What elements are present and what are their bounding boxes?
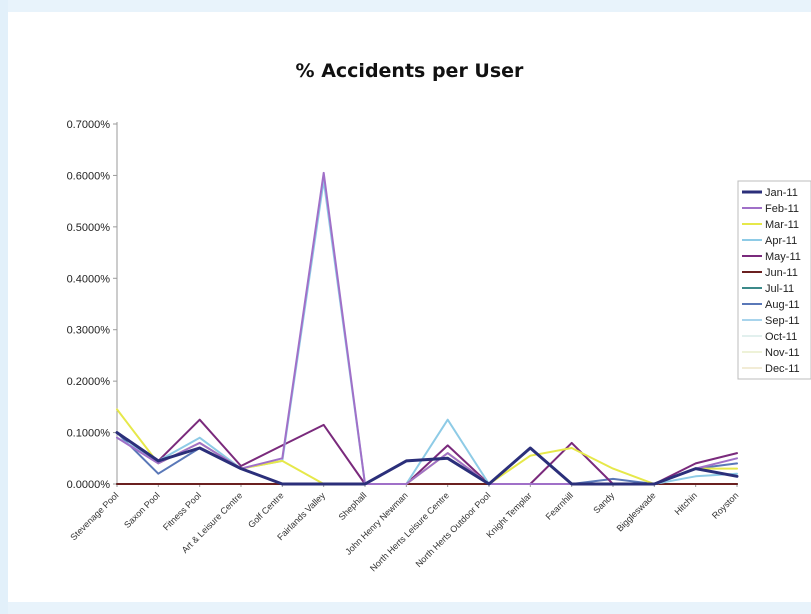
data-point (529, 447, 532, 449)
x-tick-label: Sandy (591, 490, 616, 515)
x-tick-label: Royston (710, 490, 740, 520)
data-point (694, 467, 697, 470)
data-point (281, 460, 284, 462)
data-point (322, 424, 325, 426)
data-point (570, 483, 573, 485)
y-tick-label: 0.4000% (67, 273, 111, 285)
x-tick-label: North Herts Leisure Centre (368, 490, 451, 573)
data-point (198, 447, 201, 449)
x-tick-label: North Herts Outdoor Pool (414, 490, 493, 569)
data-point (198, 442, 201, 444)
legend-label: Nov-11 (765, 347, 800, 359)
y-tick-label: 0.6000% (67, 170, 111, 182)
x-tick-label: Fitness Pool (161, 490, 203, 532)
data-point (198, 483, 201, 485)
x-tick-label: Fearnhill (544, 490, 575, 521)
x-tick-label: Hitchin (673, 490, 700, 517)
x-tick-label: Stevenage Pool (68, 490, 120, 542)
data-point (281, 457, 284, 460)
series-line-feb-11 (116, 171, 738, 485)
data-point (157, 462, 160, 465)
data-point (446, 418, 449, 421)
data-point (570, 447, 573, 449)
legend-label: Aug-11 (765, 299, 800, 311)
series-line-apr-11 (116, 179, 738, 485)
data-point (446, 457, 449, 460)
y-tick-label: 0.7000% (67, 119, 111, 131)
data-point (694, 475, 697, 478)
data-point (529, 483, 532, 485)
y-tick-label: 0.0000% (67, 479, 111, 491)
data-point (322, 172, 325, 174)
data-point (529, 454, 532, 457)
data-point (116, 483, 118, 485)
chart-panel: % Accidents per User (8, 12, 811, 602)
data-point (157, 483, 160, 485)
y-tick-label: 0.1000% (67, 428, 111, 440)
data-point (488, 483, 490, 485)
data-point (612, 478, 614, 480)
data-point (446, 483, 449, 485)
x-tick-label: Saxon Pool (122, 490, 162, 530)
data-point (694, 462, 697, 465)
data-point (694, 483, 697, 485)
legend-label: Apr-11 (765, 235, 797, 247)
data-point (322, 483, 325, 485)
x-tick-label: Golf Centre (246, 490, 286, 530)
data-point (736, 452, 738, 454)
data-point (405, 483, 408, 485)
data-point (612, 467, 614, 470)
data-point (157, 460, 160, 462)
data-point (736, 475, 738, 478)
data-point (446, 452, 449, 454)
data-point (405, 460, 408, 462)
data-point (281, 483, 284, 485)
data-point (240, 467, 242, 470)
legend-label: May-11 (765, 251, 801, 263)
data-point (198, 418, 201, 421)
data-point (570, 442, 573, 444)
data-point (736, 457, 738, 460)
legend-label: Oct-11 (765, 331, 797, 343)
data-point (612, 483, 614, 485)
legend-label: Mar-11 (765, 219, 799, 231)
data-point (736, 462, 738, 465)
legend-label: Jul-11 (765, 283, 794, 295)
y-tick-label: 0.5000% (67, 222, 111, 234)
legend-label: Jan-11 (765, 187, 798, 199)
series-line-mar-11 (116, 408, 738, 485)
data-point (736, 483, 738, 485)
data-point (364, 483, 366, 485)
legend-label: Jun-11 (765, 267, 798, 279)
legend-label: Sep-11 (765, 315, 800, 327)
data-point (198, 436, 201, 439)
data-point (116, 408, 118, 411)
legend-label: Feb-11 (765, 203, 799, 215)
data-point (240, 483, 242, 485)
legend-box (737, 180, 811, 380)
y-tick-label: 0.3000% (67, 325, 111, 337)
x-tick-label: Shephall (337, 490, 369, 522)
data-point (116, 436, 118, 439)
data-point (446, 444, 449, 447)
chart-title: % Accidents per User (295, 60, 524, 82)
x-tick-label: Biggleswade (615, 490, 658, 533)
data-point (157, 472, 160, 475)
data-point (736, 472, 738, 475)
data-point (653, 483, 656, 485)
data-point (116, 431, 118, 434)
data-point (281, 444, 284, 447)
series-line-jan-11 (115, 431, 739, 486)
legend-label: Dec-11 (765, 363, 800, 375)
data-point (736, 467, 738, 470)
y-tick-label: 0.2000% (67, 376, 111, 388)
page-edge (0, 0, 8, 614)
data-point (240, 465, 242, 467)
